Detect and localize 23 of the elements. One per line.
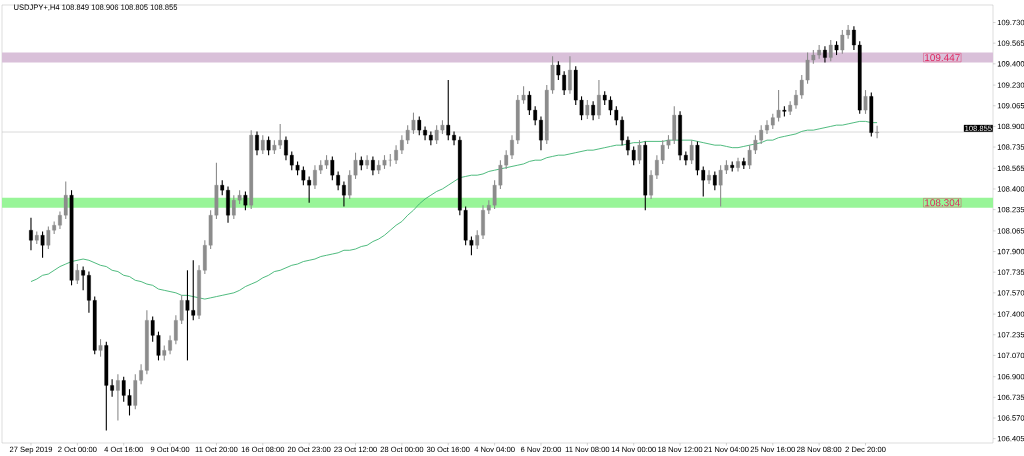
candlestick — [75, 263, 80, 285]
candlestick — [371, 155, 375, 176]
candlestick — [116, 373, 120, 422]
candlestick — [40, 230, 45, 259]
candlestick — [828, 39, 833, 62]
candlestick — [243, 190, 248, 211]
candlestick — [712, 170, 717, 191]
candlestick — [591, 100, 596, 121]
band-label: 108.304 — [925, 199, 960, 207]
candlestick — [568, 55, 572, 95]
candlestick — [689, 139, 694, 165]
candlestick — [585, 99, 590, 120]
candlestick — [255, 130, 259, 156]
band-label: 109.447 — [925, 54, 960, 62]
candlestick — [707, 169, 711, 185]
candlestick — [597, 79, 601, 120]
candlestick — [637, 139, 642, 165]
candlestick — [875, 125, 879, 139]
candlestick — [260, 134, 265, 155]
candlestick — [29, 217, 33, 251]
candlestick — [863, 89, 868, 115]
candlestick — [365, 154, 369, 170]
candlestick — [266, 135, 271, 156]
